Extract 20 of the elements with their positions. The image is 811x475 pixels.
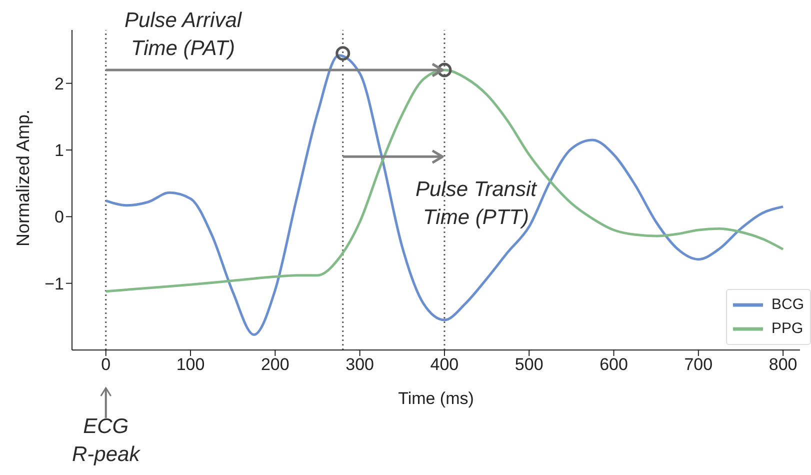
x-tick-label: 500 (514, 355, 544, 374)
annotation: Pulse Transit Time (PTT) (416, 178, 538, 229)
legend-label: PPG (771, 319, 804, 339)
x-axis-title: Time (ms) (398, 389, 474, 408)
x-tick-label: 300 (346, 355, 374, 374)
x-tick-label: 700 (684, 355, 713, 374)
y-tick-label: 2 (54, 74, 64, 94)
x-tick-label: 600 (600, 355, 628, 374)
y-tick-label: 0 (54, 208, 64, 227)
y-tick-label: −1 (44, 274, 64, 294)
x-tick-label: 400 (430, 355, 459, 374)
x-tick-label: 200 (260, 355, 290, 374)
y-tick-label: 1 (54, 141, 64, 160)
y-axis-title: Normalized Amp. (13, 109, 33, 247)
legend-label: BCG (771, 295, 804, 315)
x-tick-label: 100 (176, 355, 205, 374)
x-tick-label: 0 (101, 355, 111, 374)
annotation: Pulse Arrival Time (PAT) (124, 9, 243, 60)
x-tick-label: 800 (768, 355, 798, 374)
text: ECG R-peak (72, 415, 142, 466)
